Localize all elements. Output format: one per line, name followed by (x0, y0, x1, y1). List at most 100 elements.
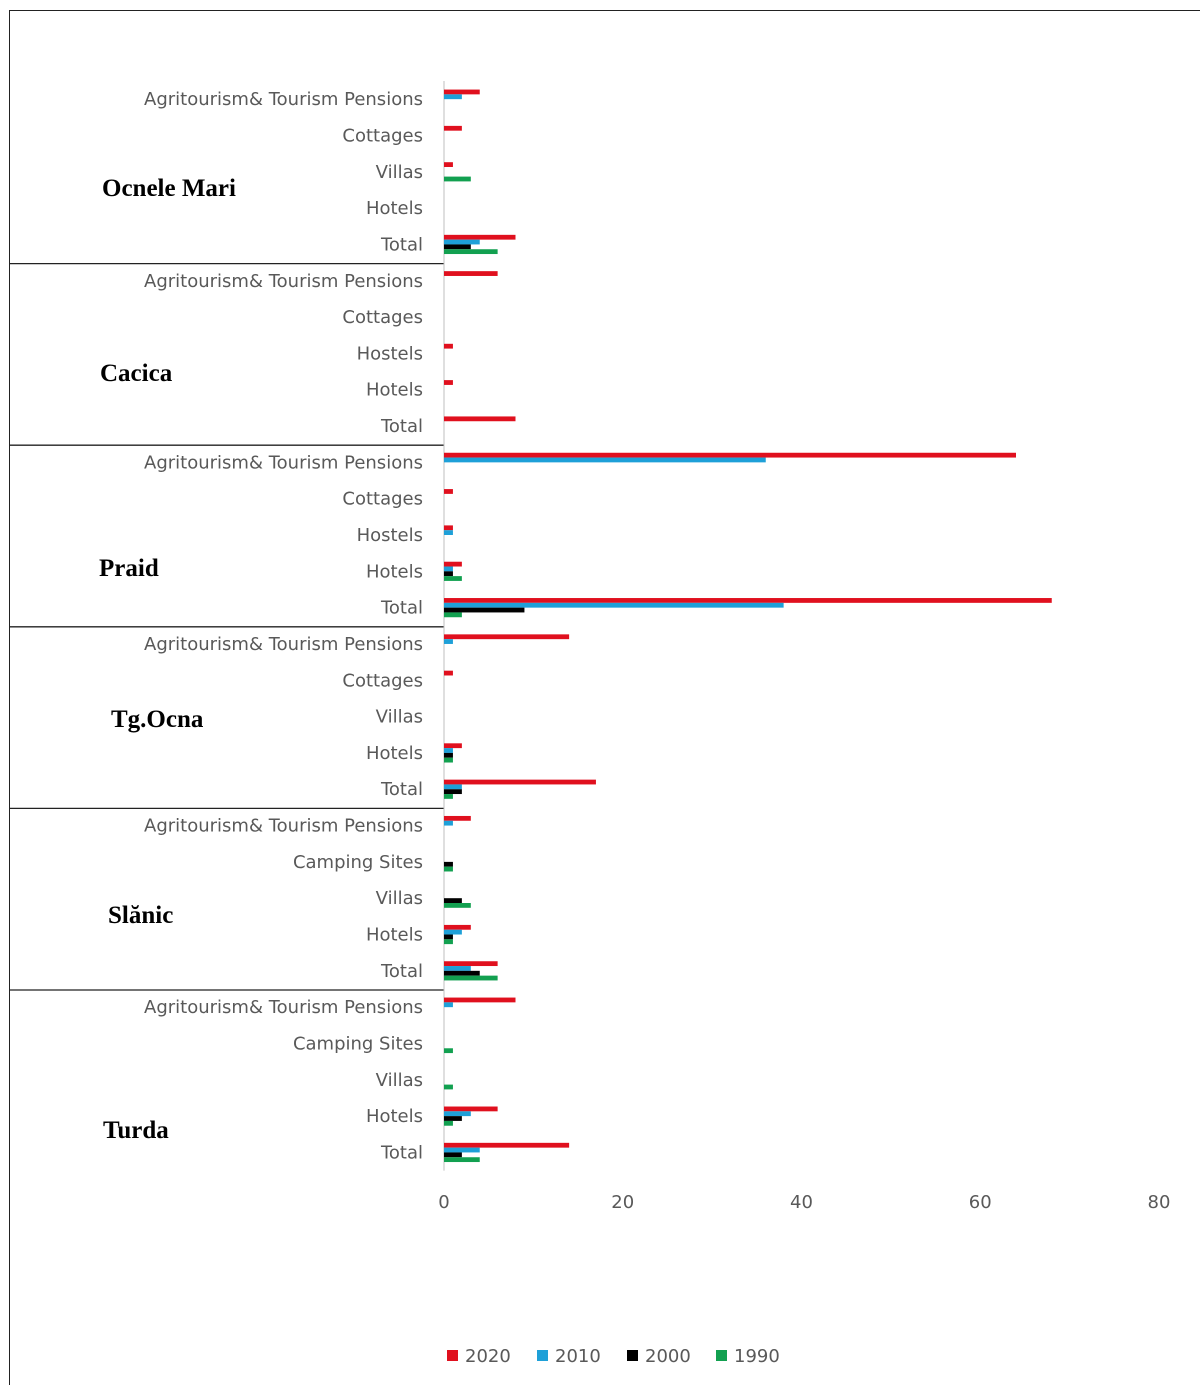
bar-2000 (444, 1116, 462, 1121)
bar-1990 (444, 866, 453, 872)
bar-1990 (444, 1120, 453, 1126)
bar-2020 (444, 343, 453, 349)
category-label: Cottages (342, 489, 423, 510)
bar-1990 (444, 612, 462, 618)
category-label: Agritourism& Tourism Pensions (144, 997, 423, 1018)
bar-1990 (444, 176, 471, 182)
group-label: Ocnele Mari (102, 175, 236, 202)
category-label: Agritourism& Tourism Pensions (144, 634, 423, 655)
bar-2000 (444, 861, 453, 867)
category-label: Villas (376, 162, 423, 183)
legend-swatch-2010 (537, 1350, 548, 1361)
bar-2010 (444, 784, 462, 790)
group-label: Tg.Ocna (111, 706, 204, 733)
bar-2010 (444, 602, 784, 608)
bar-1990 (444, 576, 462, 581)
chart-frame (9, 10, 1200, 1385)
bar-2000 (444, 571, 453, 577)
category-label: Cottages (342, 670, 423, 691)
category-label: Camping Sites (293, 852, 423, 873)
bar-2000 (444, 752, 453, 758)
legend-label-2010: 2010 (555, 1346, 601, 1367)
category-label: Hotels (366, 561, 423, 582)
bar-1990 (444, 1084, 453, 1090)
bar-2020 (444, 924, 471, 930)
category-label: Camping Sites (293, 1033, 423, 1054)
bar-2020 (444, 489, 453, 494)
bar-2020 (444, 670, 453, 676)
category-label: Villas (376, 888, 423, 909)
bar-2020 (444, 997, 516, 1003)
bar-2010 (444, 530, 453, 535)
category-label: Villas (376, 707, 423, 728)
bar-2020 (444, 743, 462, 749)
bar-1990 (444, 794, 453, 799)
bar-2020 (444, 380, 453, 385)
x-tick-label: 40 (790, 1192, 813, 1213)
category-label: Total (380, 416, 423, 437)
bar-2020 (444, 125, 462, 131)
bar-2020 (444, 1106, 498, 1112)
x-tick-label: 20 (611, 1192, 634, 1213)
bar-2020 (444, 525, 453, 531)
legend-swatch-2020 (447, 1350, 458, 1361)
bar-2010 (444, 1002, 453, 1008)
bar-2020 (444, 416, 516, 422)
bar-2020 (444, 779, 596, 785)
bar-2020 (444, 452, 1016, 458)
group-separators (10, 262, 444, 991)
bar-1990 (444, 249, 498, 255)
category-label: Cottages (342, 125, 423, 146)
legend-swatch-2000 (627, 1350, 638, 1361)
bar-2010 (444, 239, 480, 245)
bar-2010 (444, 94, 462, 100)
bar-2000 (444, 898, 462, 903)
category-label: Total (380, 234, 423, 255)
bar-1990 (444, 975, 498, 981)
bar-2020 (444, 561, 462, 567)
bar-2020 (444, 1142, 570, 1148)
legend-swatch-1990 (716, 1350, 727, 1361)
category-label: Cottages (342, 307, 423, 328)
category-label: Total (380, 598, 423, 619)
x-tick-label: 80 (1148, 1192, 1171, 1213)
bar-2020 (444, 961, 498, 967)
bar-2000 (444, 970, 480, 976)
bar-1990 (444, 1157, 480, 1163)
bar-2010 (444, 1111, 471, 1117)
bar-2010 (444, 1147, 480, 1153)
category-label: Hostels (357, 525, 423, 546)
bar-1990 (444, 757, 453, 763)
x-tick-label: 60 (969, 1192, 992, 1213)
bar-2010 (444, 639, 453, 644)
bar-2020 (444, 634, 570, 640)
legend-label-2020: 2020 (465, 1346, 511, 1367)
group-label: Slănic (108, 902, 173, 929)
category-label: Total (380, 1142, 423, 1163)
category-label: Agritourism& Tourism Pensions (144, 89, 423, 110)
bar-2010 (444, 457, 766, 463)
bars-layer (444, 89, 1052, 1163)
category-label: Hotels (366, 380, 423, 401)
x-tick-label: 0 (438, 1192, 449, 1213)
category-label: Total (380, 779, 423, 800)
bar-2020 (444, 234, 516, 240)
bar-2020 (444, 815, 471, 821)
category-label: Hotels (366, 198, 423, 219)
group-label: Turda (103, 1117, 169, 1144)
group-labels: Ocnele Mari Cacica Praid Tg.Ocna Slănic Turda (99, 175, 236, 1144)
category-label: Agritourism& Tourism Pensions (144, 816, 423, 837)
bar-2010 (444, 966, 471, 971)
bar-2000 (444, 607, 525, 613)
category-label: Hotels (366, 1106, 423, 1127)
category-label: Agritourism& Tourism Pensions (144, 271, 423, 292)
category-labels: Agritourism& Tourism Pensions Cottages Vil… (144, 89, 423, 1163)
category-label: Total (380, 961, 423, 982)
bar-2000 (444, 1152, 462, 1158)
category-label: Hotels (366, 925, 423, 946)
x-axis-ticks: 0 20 40 60 80 (438, 1192, 1170, 1213)
bar-1990 (444, 939, 453, 945)
bar-2000 (444, 789, 462, 795)
group-label: Cacica (100, 360, 173, 387)
